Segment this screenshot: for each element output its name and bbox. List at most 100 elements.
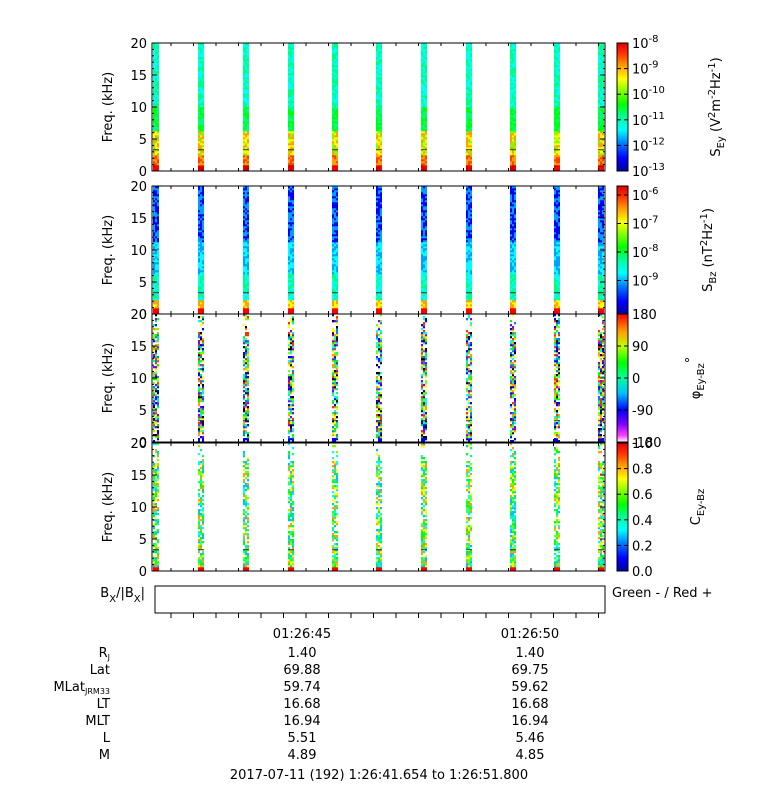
ephemeris-value: 16.94 — [283, 714, 321, 729]
burst-column — [288, 443, 294, 572]
ephemeris-label: Lat — [89, 663, 110, 678]
y-tick-label: 10 — [130, 501, 147, 516]
burst-column — [153, 43, 159, 172]
colorbar-tick-label: 0.8 — [632, 463, 653, 478]
time-axis-labels: 01:26:45 01:26:50 — [0, 627, 758, 643]
y-tick-label: 10 — [130, 101, 147, 116]
burst-column — [198, 186, 204, 315]
colorbar-tick-label: -180 — [632, 436, 662, 451]
ephemeris-row: MLT 16.94 16.94 — [0, 714, 758, 730]
burst-column — [332, 43, 338, 172]
y-axis-label: Freq. (kHz) — [101, 72, 116, 142]
colorbar-3: 180 90 0 -90 -180 φEy-Bz° — [616, 308, 707, 451]
ephemeris-value: 1.40 — [287, 646, 317, 661]
y-tick-label: 20 — [130, 37, 147, 52]
y-tick-label: 5 — [139, 533, 147, 548]
y-tick-label: 0 — [139, 308, 147, 323]
ephemeris-label: RJ — [98, 646, 110, 662]
colorbar-2: 10-6 10-7 10-8 10-9 SBz (nT2Hz-1) — [616, 185, 719, 315]
y-tick-label: 15 — [130, 469, 147, 484]
burst-column — [198, 316, 204, 443]
colorbar-tick-label: 10-8 — [632, 243, 659, 261]
ephemeris-value: 1.40 — [515, 646, 545, 661]
burst-column — [510, 43, 516, 172]
ephemeris-value: 4.85 — [515, 748, 545, 763]
burst-column — [598, 43, 604, 172]
ephemeris-value: 16.68 — [283, 697, 321, 712]
colorbar-tick-label: 180 — [632, 308, 657, 323]
y-axis-label: Freq. (kHz) — [101, 472, 116, 542]
burst-column — [510, 314, 516, 443]
y-tick-label: 20 — [130, 180, 147, 195]
colorbar-tick-label: 10-8 — [632, 34, 659, 52]
y-tick-label: 20 — [130, 308, 147, 323]
burst-column — [421, 316, 427, 443]
time-label-1: 01:26:45 — [272, 627, 332, 642]
ephemeris-row: M 4.89 4.85 — [0, 748, 758, 764]
colorbar-tick-label: 90 — [632, 340, 649, 355]
y-tick-label: 0 — [139, 565, 147, 580]
burst-column — [598, 186, 604, 315]
y-tick-label: 0 — [139, 436, 147, 451]
y-tick-label: 0 — [139, 165, 147, 180]
ephemeris-value: 59.62 — [511, 680, 549, 695]
burst-column — [198, 43, 204, 172]
y-tick-label: 10 — [130, 372, 147, 387]
colorbar-label: SEy (V2m-2Hz-1) — [707, 57, 727, 156]
ephemeris-label: M — [98, 748, 110, 763]
burst-column — [466, 443, 472, 572]
colorbar-tick-label: 10-12 — [632, 136, 665, 154]
colorbar-tick-label: 0.4 — [632, 514, 653, 529]
colorbar-tick-label: 0 — [632, 372, 640, 387]
colorbar-tick-label: 10-7 — [632, 215, 659, 233]
colorbar-tick-label: 10-11 — [632, 111, 665, 129]
y-tick-label: 5 — [139, 276, 147, 291]
burst-column — [376, 186, 382, 315]
colorbar-tick-label: 10-13 — [632, 162, 665, 180]
burst-column — [421, 443, 427, 572]
y-tick-label: 5 — [139, 133, 147, 148]
burst-column — [288, 316, 294, 443]
spectrogram-panel-2: 0 5 10 15 20 Freq. (kHz) 10-6 10-7 10-8 10-9 SBz (… — [101, 180, 719, 323]
burst-column — [288, 43, 294, 172]
ephemeris-value: 16.68 — [511, 697, 549, 712]
burst-column — [243, 451, 249, 572]
colorbar-label: CEy-Bz — [689, 489, 707, 526]
ephemeris-row: L 5.51 5.46 — [0, 731, 758, 747]
burst-column — [153, 186, 159, 315]
burst-column — [243, 186, 249, 315]
y-axis-label: Freq. (kHz) — [101, 215, 116, 285]
colorbar-1: 10-8 10-9 10-10 10-11 10-12 10-13 SEy (V2m-2Hz… — [616, 34, 727, 180]
y-tick-label: 15 — [130, 212, 147, 227]
burst-column — [332, 314, 338, 443]
burst-column — [554, 186, 560, 315]
ephemeris-table: RJ 1.40 1.40 Lat 69.88 69.75 MLatJRM33 59.74 59.… — [0, 646, 758, 766]
spectrogram-panel-3: 0 5 10 15 20 Freq. (kHz) 180 90 0 -90 -180 φEy-Bz° — [101, 308, 707, 451]
colorbar-tick-label: 0.6 — [632, 488, 653, 503]
burst-column — [376, 314, 382, 443]
colorbar-tick-label: 10-9 — [632, 272, 659, 290]
ephemeris-value: 69.88 — [283, 663, 321, 678]
y-tick-label: 15 — [130, 69, 147, 84]
bx-frame — [154, 585, 606, 614]
ephemeris-value: 59.74 — [283, 680, 321, 695]
colorbar-tick-label: 10-9 — [632, 60, 659, 78]
colorbar-label: φEy-Bz° — [684, 357, 707, 400]
spectrogram-panel-4: 0 5 10 15 20 Freq. (kHz) 1.0 0.8 0.6 0.4 0.2 0.0 CEy… — [101, 437, 707, 580]
colorbar-label: SBz (nT2Hz-1) — [699, 208, 719, 292]
colorbar-tick-label: 1.0 — [632, 437, 653, 452]
bx-polarity-panel: BX/|BX| Green - / Red + — [100, 585, 713, 618]
colorbar-tick-label: -90 — [632, 404, 653, 419]
y-axis-label: Freq. (kHz) — [101, 343, 116, 413]
ephemeris-row: LT 16.68 16.68 — [0, 697, 758, 713]
colorbar-tick-label: 10-6 — [632, 186, 659, 204]
ephemeris-label: MLT — [85, 714, 110, 729]
ephemeris-label: MLatJRM33 — [53, 680, 110, 696]
y-tick-label: 15 — [130, 340, 147, 355]
y-tick-label: 10 — [130, 244, 147, 259]
ephemeris-row: MLatJRM33 59.74 59.62 — [0, 680, 758, 696]
burst-column — [376, 43, 382, 172]
burst-column — [288, 186, 294, 315]
burst-column — [332, 186, 338, 315]
